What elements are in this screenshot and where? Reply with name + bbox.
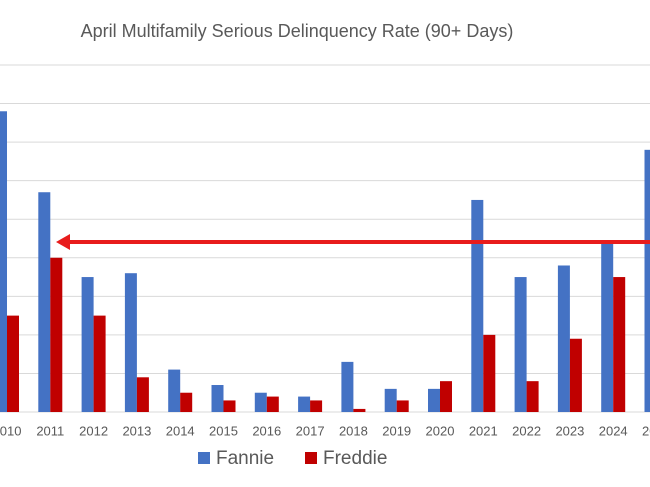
bar: [0, 111, 7, 413]
bar: [168, 369, 181, 412]
x-tick-label: 2022: [512, 423, 541, 438]
bar: [526, 381, 539, 412]
legend-swatch: [198, 452, 210, 464]
bar: [396, 400, 409, 412]
bar: [254, 392, 267, 412]
bar: [223, 400, 236, 412]
x-tick-label: 2011: [36, 423, 64, 438]
bar: [569, 338, 582, 412]
bar: [93, 315, 106, 412]
arrow-annotation: [56, 234, 650, 250]
bar: [353, 408, 366, 412]
x-tick-label: 2024: [599, 423, 628, 438]
bar: [310, 400, 323, 412]
bar: [7, 315, 19, 412]
x-tick-label: 2023: [555, 423, 584, 438]
bar: [601, 242, 614, 412]
bar: [298, 396, 311, 412]
bar: [644, 149, 650, 413]
x-tick-label: 2012: [79, 423, 108, 438]
bar: [483, 334, 496, 412]
legend-label: Freddie: [323, 448, 387, 469]
chart-title: April Multifamily Serious Delinquency Ra…: [81, 21, 514, 41]
x-tick-label: 2018: [339, 423, 368, 438]
legend: Fannie Freddie: [198, 448, 387, 469]
x-tick-label: 2013: [122, 423, 151, 438]
x-tick-label: 2010: [0, 423, 21, 438]
x-tick-label: 2021: [469, 423, 498, 438]
bar: [50, 257, 63, 412]
x-tick-label: 2025: [642, 423, 650, 438]
x-tick-label: 2019: [382, 423, 411, 438]
bar: [180, 392, 193, 412]
x-tick-label: 2015: [209, 423, 238, 438]
bar: [440, 381, 452, 412]
bar: [136, 377, 149, 412]
arrow-head: [56, 234, 70, 250]
plot: 2010 2011 2012 2013 2014 2015 2016 2017 2018 2019…: [0, 64, 650, 438]
bar: [266, 396, 279, 412]
bar: [81, 277, 94, 412]
x-tick-label: 2016: [252, 423, 281, 438]
bar: [38, 192, 51, 412]
bar: [211, 385, 224, 412]
bar: [341, 361, 354, 412]
x-tick-label: 2017: [296, 423, 325, 438]
bar: [428, 388, 440, 412]
legend-label: Fannie: [216, 448, 274, 469]
bar: [384, 388, 397, 412]
bar: [557, 265, 570, 412]
legend-swatch: [305, 452, 317, 464]
bar: [514, 277, 527, 412]
x-tick-label: 2014: [166, 423, 195, 438]
bar: [471, 199, 484, 412]
bar: [613, 277, 626, 412]
x-tick-label: 2020: [426, 423, 455, 438]
bar: [124, 273, 137, 412]
